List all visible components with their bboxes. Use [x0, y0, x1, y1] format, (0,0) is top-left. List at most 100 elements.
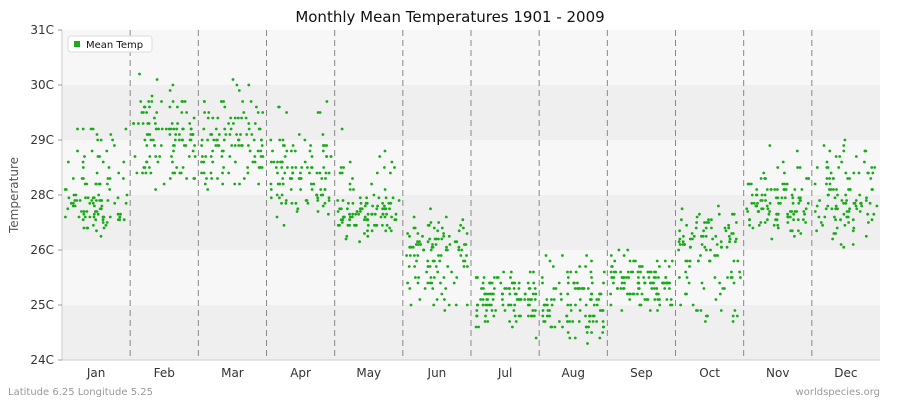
data-point [825, 182, 828, 186]
data-point [383, 149, 387, 153]
data-point [421, 234, 424, 238]
data-point [710, 218, 713, 222]
data-point [99, 138, 103, 142]
data-point [669, 298, 673, 301]
data-point [172, 149, 175, 153]
data-point [561, 254, 564, 257]
legend[interactable]: Mean Temp [67, 35, 153, 53]
data-point [234, 160, 237, 164]
data-point [406, 232, 409, 235]
data-point [554, 287, 558, 290]
data-point [306, 166, 309, 169]
data-point [170, 122, 174, 125]
data-point [242, 177, 246, 180]
data-point [261, 111, 265, 114]
data-point [657, 276, 660, 279]
data-point [142, 111, 145, 114]
data-point [713, 276, 717, 279]
data-point [388, 226, 391, 230]
data-point [714, 254, 717, 257]
data-point [113, 144, 116, 147]
data-point [88, 201, 92, 205]
data-point [550, 325, 554, 329]
data-point [366, 234, 370, 238]
data-point [790, 193, 794, 197]
data-point [857, 171, 861, 175]
data-point [370, 212, 374, 216]
data-point [340, 171, 344, 175]
data-point [253, 155, 257, 158]
data-point [435, 298, 439, 301]
data-point [475, 314, 479, 318]
data-point [181, 166, 185, 169]
data-point [843, 223, 847, 227]
data-point [228, 155, 232, 158]
x-tick-label: Feb [154, 366, 175, 380]
data-point [429, 207, 432, 211]
data-point [670, 259, 674, 263]
data-point [72, 201, 75, 205]
data-point [566, 303, 570, 307]
data-point [656, 309, 659, 312]
data-point [363, 215, 367, 219]
data-point [763, 193, 767, 197]
data-point [220, 149, 224, 153]
data-point [828, 177, 831, 180]
data-point [376, 204, 379, 208]
data-point [484, 314, 487, 318]
data-point [851, 243, 855, 246]
data-point [609, 303, 613, 307]
data-point [786, 221, 790, 224]
data-point [223, 127, 227, 131]
data-point [795, 149, 799, 153]
data-point [437, 221, 441, 224]
data-point [247, 122, 251, 125]
data-point [227, 122, 231, 125]
data-point [548, 259, 552, 263]
data-point [66, 207, 70, 211]
data-point [600, 309, 604, 312]
data-point [347, 201, 350, 205]
data-point [389, 229, 393, 233]
data-point [241, 100, 245, 103]
data-point [751, 226, 755, 230]
data-point [492, 314, 496, 318]
data-point [336, 210, 340, 213]
data-point [707, 218, 710, 222]
data-point [705, 314, 708, 318]
data-point [351, 201, 355, 205]
data-point [532, 270, 535, 274]
data-point [766, 207, 770, 211]
data-point [416, 281, 420, 285]
data-point [150, 94, 154, 98]
data-point [200, 160, 204, 164]
data-point [275, 193, 279, 197]
data-point [845, 199, 848, 202]
data-point [220, 100, 224, 103]
data-point [203, 111, 207, 114]
x-tick-label: Jul [497, 366, 512, 380]
data-point [756, 201, 759, 205]
data-point [252, 138, 256, 142]
data-point [426, 265, 430, 268]
data-point [541, 281, 544, 285]
data-point [550, 303, 554, 307]
data-point [153, 116, 156, 120]
data-point [834, 155, 838, 158]
data-point [176, 122, 180, 125]
data-point [309, 182, 313, 186]
data-point [796, 166, 799, 169]
data-point [230, 144, 234, 147]
data-point [723, 226, 727, 230]
data-point [348, 160, 352, 164]
data-point [297, 133, 301, 136]
data-point [858, 193, 862, 197]
data-point [700, 234, 703, 238]
data-point [454, 303, 458, 307]
data-point [687, 281, 691, 285]
data-point [569, 309, 573, 312]
data-point [837, 166, 841, 169]
data-point [102, 226, 106, 230]
data-point [146, 133, 150, 136]
data-point [293, 149, 297, 153]
